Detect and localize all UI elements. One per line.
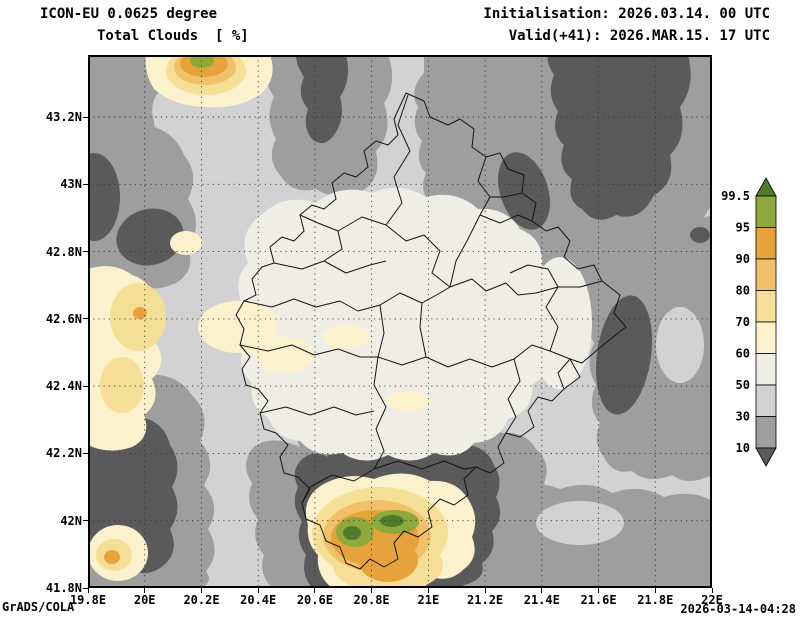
y-tick	[83, 183, 88, 185]
y-tick-label: 43N	[60, 177, 82, 192]
y-tick-label: 43.2N	[45, 110, 82, 124]
colorbar-segment	[755, 353, 777, 386]
y-tick-label: 42.2N	[45, 446, 82, 461]
map-frame	[88, 55, 712, 588]
x-tick	[144, 588, 146, 593]
x-tick	[257, 588, 259, 593]
colorbar-segment	[755, 384, 777, 417]
x-tick-label: 20.8E	[353, 593, 390, 607]
y-tick	[83, 318, 88, 320]
y-tick	[83, 116, 88, 118]
y-tick-label: 42.8N	[45, 244, 82, 259]
x-tick	[711, 588, 713, 593]
cloud-fill-darkgreen-layer	[343, 515, 404, 540]
x-tick-label: 21.8E	[637, 593, 674, 607]
colorbar-segment	[755, 227, 777, 260]
y-tick	[83, 587, 88, 589]
colorbar-under-arrow	[755, 447, 777, 467]
colorbar-label: 50	[736, 378, 750, 392]
x-tick	[654, 588, 656, 593]
field-title: Total Clouds [ %]	[97, 28, 249, 44]
x-tick	[484, 588, 486, 593]
x-tick	[314, 588, 316, 593]
x-tick-label: 20.6E	[296, 593, 333, 607]
y-tick-label: 42.6N	[45, 311, 82, 326]
x-tick-label: 20.4E	[240, 593, 277, 607]
colorbar-label: 90	[736, 252, 750, 266]
x-tick-label: 21.6E	[580, 593, 617, 607]
graticule-gridlines	[88, 55, 712, 588]
x-tick	[541, 588, 543, 593]
valid-time-label: Valid(+41): 2026.MAR.15. 17 UTC	[508, 28, 770, 44]
district-borders-layer	[235, 92, 627, 570]
x-tick-label: 20E	[133, 593, 156, 607]
creation-timestamp: 2026-03-14-04:28	[680, 602, 796, 616]
colorbar-label: 95	[736, 221, 750, 235]
colorbar-label: 99.5	[721, 189, 750, 203]
y-tick-label: 42.4N	[45, 379, 82, 394]
y-tick-label: 42N	[60, 513, 82, 528]
x-tick-label: 19.8E	[69, 593, 107, 607]
cloud-fill-nearwhite-layer	[236, 187, 592, 461]
y-tick-label: 41.8N	[45, 581, 82, 595]
y-tick	[83, 385, 88, 387]
x-tick-label: 21.2E	[467, 593, 504, 607]
colorbar-label: 60	[736, 347, 750, 361]
colorbar-over-arrow	[755, 177, 777, 197]
x-tick	[427, 588, 429, 593]
grads-credit: GrADS/COLA	[2, 600, 75, 614]
colorbar-svg: 99.5 95 90 80 70 60 50 30 10	[721, 177, 777, 467]
y-tick	[83, 251, 88, 253]
colorbar-label: 80	[736, 284, 750, 298]
x-tick-label: 20.2E	[183, 593, 220, 607]
colorbar-segment	[755, 416, 777, 449]
y-tick	[83, 452, 88, 454]
colorbar-label: 30	[736, 410, 750, 424]
x-tick	[87, 588, 89, 593]
colorbar-segment	[755, 258, 777, 291]
colorbar-label: 70	[736, 315, 750, 329]
model-title: ICON-EU 0.0625 degree	[40, 6, 218, 22]
cloud-fill-lightgray-holes	[536, 307, 704, 545]
x-tick-label: 22E	[701, 593, 723, 607]
colorbar-segment	[755, 290, 777, 323]
y-tick	[83, 520, 88, 522]
colorbar-segment	[755, 321, 777, 354]
x-tick-label: 21E	[417, 593, 440, 607]
x-tick	[371, 588, 373, 593]
map-canvas	[68, 47, 712, 593]
x-tick-label: 21.4E	[523, 593, 560, 607]
colorbar-segment	[755, 195, 777, 228]
colorbar-label: 10	[736, 441, 750, 455]
x-tick	[598, 588, 599, 593]
init-time-label: Initialisation: 2026.03.14. 00 UTC	[483, 6, 770, 22]
x-tick	[201, 588, 202, 593]
colorbar-legend: 99.5 95 90 80 70 60 50 30 10	[700, 175, 790, 475]
map-plot-area	[68, 47, 712, 593]
